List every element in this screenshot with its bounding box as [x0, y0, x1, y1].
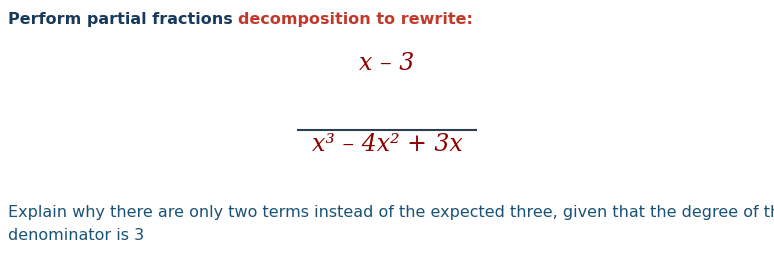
Text: Perform partial fractions: Perform partial fractions [8, 12, 238, 27]
Text: decomposition to rewrite:: decomposition to rewrite: [238, 12, 473, 27]
Text: Explain why there are only two terms instead of the expected three, given that t: Explain why there are only two terms ins… [8, 205, 774, 220]
Text: x³ – 4x² + 3x: x³ – 4x² + 3x [312, 133, 462, 156]
Text: denominator is 3: denominator is 3 [8, 228, 144, 243]
Text: x – 3: x – 3 [359, 52, 415, 75]
